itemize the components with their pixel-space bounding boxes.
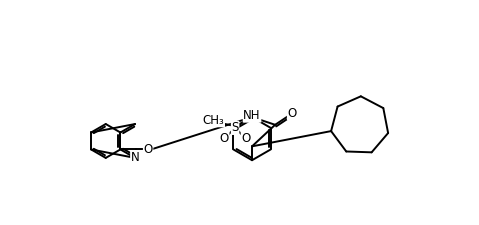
- Text: O: O: [220, 132, 229, 145]
- Text: NH: NH: [243, 109, 261, 122]
- Text: O: O: [287, 107, 297, 120]
- Text: O: O: [144, 143, 153, 156]
- Text: O: O: [241, 132, 251, 145]
- Text: S: S: [231, 121, 239, 134]
- Text: N: N: [131, 151, 139, 164]
- Text: CH₃: CH₃: [203, 114, 224, 127]
